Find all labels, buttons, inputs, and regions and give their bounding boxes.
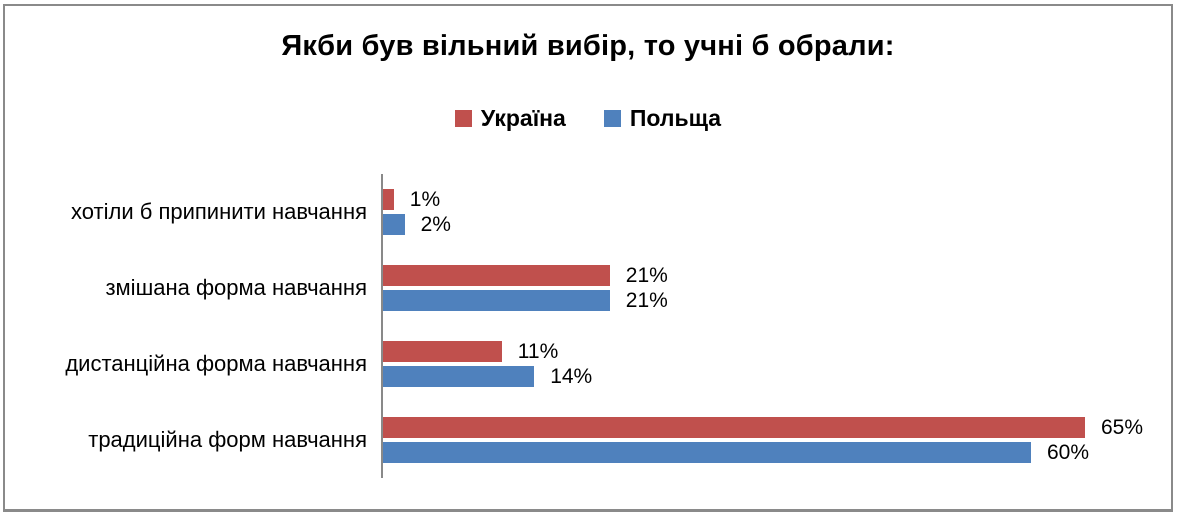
bar-україна (383, 417, 1085, 438)
bar-line: 21% (383, 288, 1169, 312)
bar-line: 65% (383, 415, 1169, 439)
bars-group: 11% 14% (381, 326, 1169, 402)
bar-value-label: 1% (409, 187, 441, 211)
chart-row: змішана форма навчання 21% 21% (5, 250, 1169, 326)
ukraine-swatch-icon (454, 110, 472, 127)
legend: Україна Польща (5, 105, 1171, 132)
bar-value-label: 14% (550, 364, 593, 388)
bar-value-label: 21% (625, 288, 668, 312)
chart-row: хотіли б припинити навчання 1% 2% (5, 174, 1169, 250)
bar-line: 21% (383, 263, 1169, 287)
bar-україна (383, 265, 610, 286)
legend-label-poland: Польща (629, 105, 722, 131)
bar-польща (383, 366, 535, 387)
category-label: традиційна форм навчання (88, 427, 367, 452)
bar-line: 2% (383, 212, 1169, 236)
bar-польща (383, 214, 405, 235)
chart-row: дистанційна форма навчання 11% 14% (5, 326, 1169, 402)
bars-group: 1% 2% (381, 174, 1169, 250)
bar-польща (383, 442, 1031, 463)
legend-item-poland: Польща (603, 105, 722, 132)
chart-title: Якби був вільний вибір, то учні б обрали… (281, 30, 895, 62)
bar-польща (383, 290, 610, 311)
legend-item-ukraine: Україна (454, 105, 566, 132)
plot-area: хотіли б припинити навчання 1% 2% змішана ф… (5, 174, 1169, 478)
category-label: дистанційна форма навчання (65, 351, 367, 376)
bar-україна (383, 341, 502, 362)
bar-value-label: 65% (1101, 415, 1144, 439)
bar-line: 1% (383, 187, 1169, 211)
bars-group: 65% 60% (381, 402, 1169, 478)
bar-line: 14% (383, 364, 1169, 388)
chart-frame: Якби був вільний вибір, то учні б обрали… (3, 4, 1173, 512)
category-label: хотіли б припинити навчання (71, 199, 367, 224)
bar-line: 11% (383, 339, 1169, 363)
poland-swatch-icon (603, 110, 621, 127)
category-label: змішана форма навчання (105, 275, 367, 300)
bar-україна (383, 189, 394, 210)
bar-line: 60% (383, 440, 1169, 464)
bar-value-label: 60% (1047, 440, 1090, 464)
chart-row: традиційна форм навчання 65% 60% (5, 402, 1169, 478)
bar-value-label: 2% (420, 212, 451, 236)
bar-value-label: 11% (517, 339, 559, 363)
bars-group: 21% 21% (381, 250, 1169, 326)
bar-value-label: 21% (625, 263, 668, 287)
legend-label-ukraine: Україна (480, 105, 566, 131)
